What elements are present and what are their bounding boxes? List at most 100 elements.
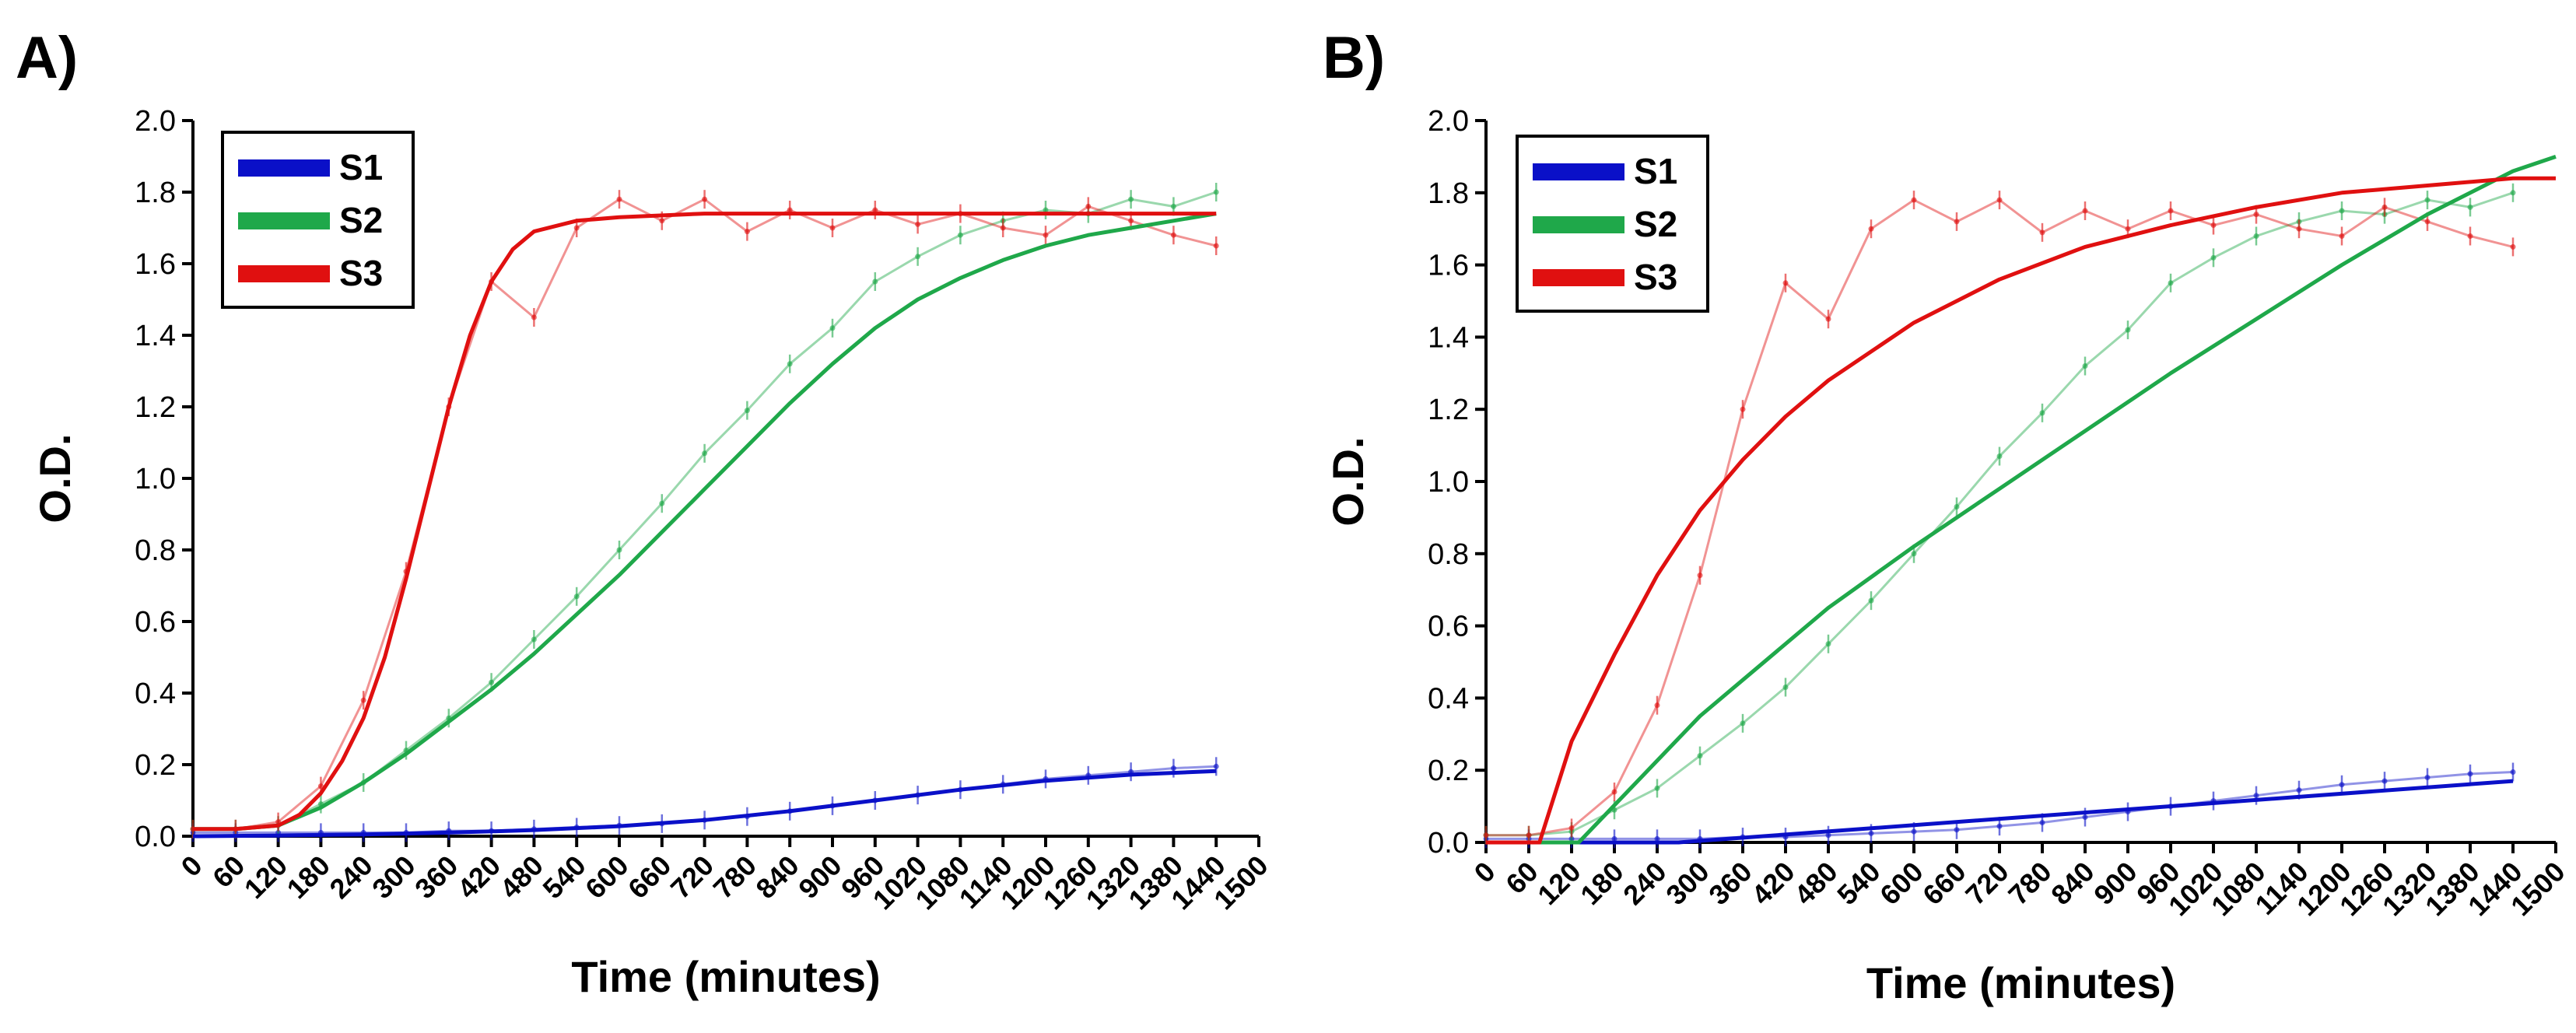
- legend-swatch: [1533, 269, 1624, 286]
- y-tick-label: 1.2: [1428, 394, 1469, 426]
- series-s1-point: [2381, 778, 2388, 784]
- series-s2-point: [2168, 280, 2174, 286]
- series-s1-point: [2082, 814, 2088, 821]
- series-s2-point: [573, 594, 580, 600]
- x-tick-label: 0: [1468, 856, 1502, 889]
- series-s3-point: [872, 207, 878, 213]
- series-s3-point: [360, 697, 366, 703]
- legend-swatch: [1533, 216, 1624, 233]
- series-s1-point: [1911, 828, 1917, 835]
- series-s3-point: [1043, 232, 1049, 238]
- series-s2-point: [2510, 190, 2516, 196]
- x-tick-label: 0: [175, 849, 209, 883]
- series-s2-point: [2339, 208, 2345, 214]
- series-s2-point: [957, 232, 963, 238]
- series-s3-point: [1128, 218, 1134, 224]
- series-s2-point: [1782, 684, 1789, 690]
- series-s2-point: [2424, 197, 2431, 203]
- series-s3-point: [1654, 702, 1660, 709]
- series-s1-point: [1868, 830, 1874, 836]
- y-tick-label: 0.6: [1428, 611, 1469, 643]
- series-s3-point: [531, 314, 537, 320]
- series-s3-point: [1526, 832, 1532, 839]
- series-s1-point: [1825, 832, 1831, 839]
- series-s2-point: [1825, 641, 1831, 647]
- series-s3-point: [1000, 225, 1006, 231]
- series-s1-point: [1954, 827, 1960, 833]
- series-s3-point: [616, 196, 622, 202]
- series-s2-point: [1128, 196, 1134, 202]
- panel-a-label: A): [16, 25, 78, 91]
- series-s3-point: [915, 221, 921, 227]
- series-s3-fit: [193, 212, 1217, 832]
- series-s1-point: [2510, 769, 2516, 776]
- series-s3-point: [1868, 226, 1874, 232]
- series-s2-fit: [1486, 155, 2557, 845]
- series-s3-point: [659, 218, 665, 224]
- series-s2-point: [2125, 327, 2131, 333]
- series-s1-point: [2253, 793, 2259, 799]
- series-s3-point: [702, 196, 708, 202]
- series-s2-point: [489, 679, 495, 685]
- series-s2-point: [2039, 410, 2045, 416]
- y-tick-label: 0.6: [135, 606, 176, 639]
- series-s2-point: [1740, 720, 1746, 727]
- series-s2-point: [1170, 203, 1176, 209]
- y-tick-label: 1.4: [1428, 321, 1469, 354]
- series-s1-point: [1170, 765, 1176, 772]
- series-s3-point: [2424, 219, 2431, 225]
- series-s3-point: [1085, 203, 1092, 209]
- legend-label: S3: [1634, 257, 1677, 297]
- y-tick-label: 0.2: [135, 749, 176, 782]
- series-s3-point: [1170, 232, 1176, 238]
- series-s3-point: [2467, 233, 2473, 239]
- legend-swatch: [238, 265, 330, 282]
- y-tick-label: 0.2: [1428, 755, 1469, 787]
- series-s1-point: [1213, 763, 1219, 769]
- legend-swatch: [238, 159, 330, 177]
- legend-label: S2: [1634, 204, 1677, 244]
- series-s3-point: [2510, 243, 2516, 250]
- legend-swatch: [1533, 163, 1624, 180]
- series-s1-point: [1654, 835, 1660, 842]
- series-s1-point: [2424, 774, 2431, 780]
- series-s3-point: [1825, 316, 1831, 322]
- y-tick-label: 1.8: [135, 177, 176, 209]
- y-tick-label: 0.4: [135, 678, 176, 710]
- panel-b-label: B): [1323, 25, 1385, 91]
- series-s3-point: [2168, 208, 2174, 214]
- series-s3-point: [1568, 825, 1575, 831]
- series-s3-point: [1740, 406, 1746, 412]
- y-tick-label: 1.6: [1428, 250, 1469, 282]
- series-s3-point: [1954, 219, 1960, 225]
- y-tick-label: 1.6: [135, 248, 176, 281]
- series-s3-point: [744, 229, 750, 235]
- series-s2-point: [2082, 363, 2088, 369]
- y-axis-title: O.D.: [30, 433, 79, 523]
- x-axis-title: Time (minutes): [1866, 958, 2175, 1007]
- series-s3-point: [2296, 226, 2302, 232]
- y-tick-label: 0.0: [1428, 827, 1469, 860]
- series-s3-point: [2339, 233, 2345, 239]
- series-s2-point: [1996, 453, 2003, 460]
- series-s2-point: [2467, 204, 2473, 210]
- series-s1-point: [2039, 819, 2045, 825]
- series-s3-point: [1213, 243, 1219, 249]
- y-tick-label: 1.8: [1428, 177, 1469, 210]
- y-tick-label: 0.4: [1428, 682, 1469, 715]
- series-s2-point: [702, 450, 708, 457]
- series-s2-point: [829, 325, 836, 331]
- legend-label: S1: [339, 147, 383, 187]
- series-s1-fit: [192, 769, 1217, 839]
- series-s2-point: [744, 408, 750, 414]
- series-s1-point: [1996, 823, 2003, 829]
- series-s3-point: [2125, 226, 2131, 232]
- panel-b: B) 0.00.20.40.60.81.01.21.41.61.82.00601…: [1323, 25, 2571, 1007]
- series-s3-point: [573, 225, 580, 231]
- y-tick-label: 1.2: [135, 391, 176, 424]
- series-s1-point: [2467, 771, 2473, 777]
- series-s2-point: [2253, 233, 2259, 239]
- y-tick-label: 2.0: [1428, 105, 1469, 138]
- y-tick-label: 0.0: [135, 821, 176, 853]
